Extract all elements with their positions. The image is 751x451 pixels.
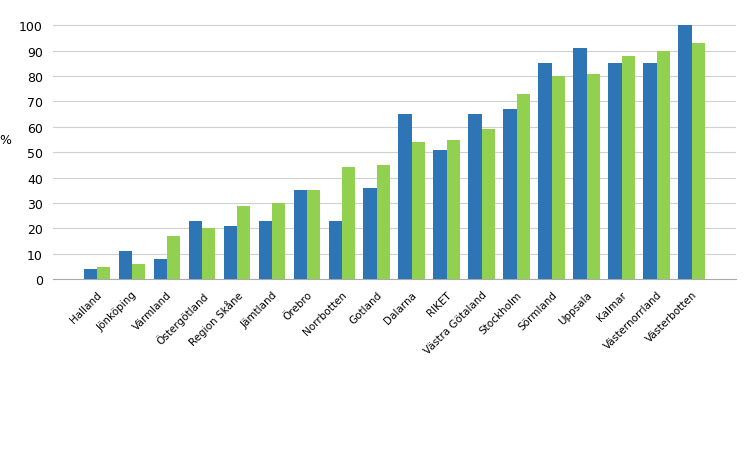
Bar — [189, 221, 202, 280]
Bar — [237, 206, 250, 280]
Bar — [363, 189, 377, 280]
Y-axis label: %: % — [0, 133, 11, 147]
Bar — [399, 115, 412, 280]
Bar — [692, 44, 705, 280]
Bar — [224, 226, 237, 280]
Bar — [119, 252, 132, 280]
Bar — [608, 64, 622, 280]
Bar — [307, 191, 320, 280]
Bar — [83, 270, 97, 280]
Bar — [202, 229, 216, 280]
Bar — [132, 264, 145, 280]
Bar — [503, 110, 517, 280]
Bar — [622, 57, 635, 280]
Bar — [272, 203, 285, 280]
Bar — [433, 150, 447, 280]
Bar — [412, 143, 425, 280]
Bar — [552, 77, 565, 280]
Bar — [481, 130, 495, 280]
Bar — [587, 74, 600, 280]
Bar — [469, 115, 481, 280]
Bar — [377, 166, 390, 280]
Bar — [154, 259, 167, 280]
Bar — [258, 221, 272, 280]
Bar — [644, 64, 656, 280]
Bar — [294, 191, 307, 280]
Bar — [328, 221, 342, 280]
Bar — [678, 26, 692, 280]
Bar — [97, 267, 110, 280]
Bar — [167, 236, 180, 280]
Bar — [517, 95, 530, 280]
Bar — [656, 51, 670, 280]
Bar — [538, 64, 552, 280]
Bar — [447, 140, 460, 280]
Bar — [573, 49, 587, 280]
Bar — [342, 168, 355, 280]
